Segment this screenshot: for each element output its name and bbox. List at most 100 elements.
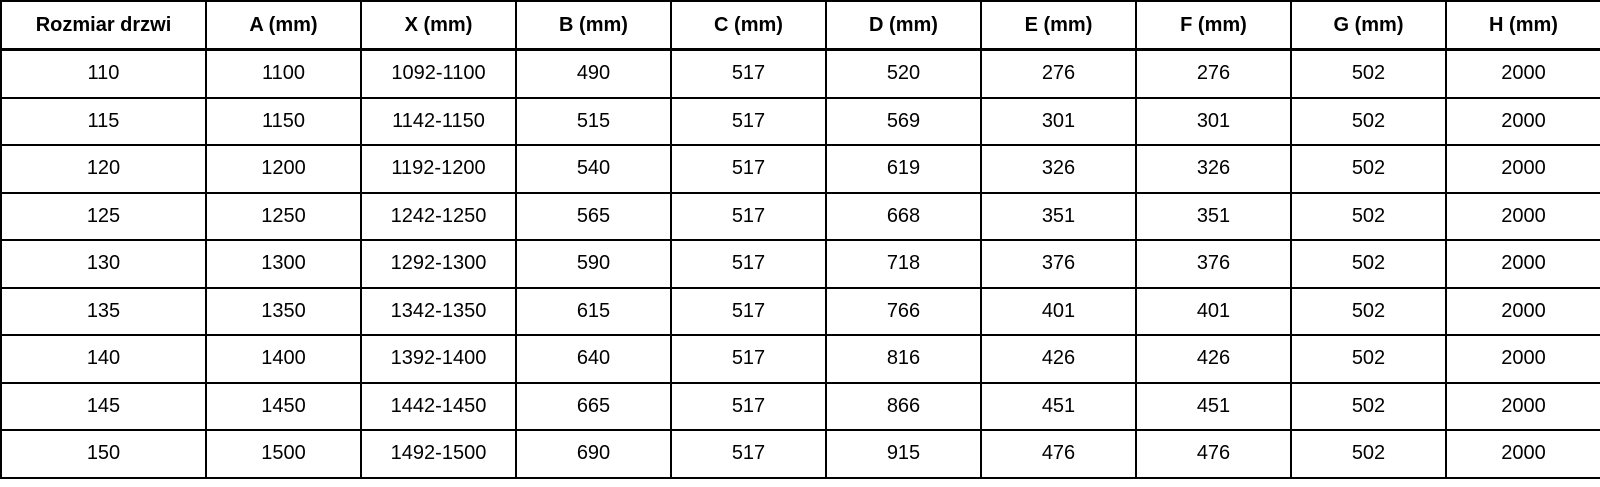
table-cell: 426 [980, 334, 1137, 384]
table-cell: 1150 [205, 96, 362, 146]
table-cell: 150 [0, 429, 207, 479]
header-cell-x: X (mm) [360, 0, 517, 51]
header-cell-h: H (mm) [1445, 0, 1600, 51]
table-cell: 502 [1290, 286, 1447, 336]
table-cell: 502 [1290, 144, 1447, 194]
table-cell: 502 [1290, 381, 1447, 431]
table-cell: 1442-1450 [360, 381, 517, 431]
table-cell: 376 [980, 239, 1137, 289]
table-cell: 517 [670, 48, 827, 99]
table-cell: 2000 [1445, 239, 1600, 289]
table-row-135: 135 1350 1342-1350 615 517 766 401 401 502 2000 [0, 286, 1600, 336]
table-cell: 540 [515, 144, 672, 194]
table-cell: 2000 [1445, 381, 1600, 431]
table-header-row: Rozmiar drzwi A (mm) X (mm) B (mm) C (mm) D (… [0, 0, 1600, 51]
table-cell: 401 [980, 286, 1137, 336]
table-cell: 668 [825, 191, 982, 241]
table-header: Rozmiar drzwi A (mm) X (mm) B (mm) C (mm) D (… [0, 0, 1600, 51]
header-cell-rozmiar-drzwi: Rozmiar drzwi [0, 0, 207, 51]
table-cell: 1250 [205, 191, 362, 241]
table-cell: 2000 [1445, 96, 1600, 146]
table-cell: 2000 [1445, 334, 1600, 384]
table-cell: 502 [1290, 429, 1447, 479]
table-cell: 766 [825, 286, 982, 336]
table-cell: 135 [0, 286, 207, 336]
table-cell: 276 [1135, 48, 1292, 99]
table-cell: 276 [980, 48, 1137, 99]
table-cell: 376 [1135, 239, 1292, 289]
table-cell: 665 [515, 381, 672, 431]
table-cell: 115 [0, 96, 207, 146]
table-cell: 502 [1290, 239, 1447, 289]
header-cell-c: C (mm) [670, 0, 827, 51]
table-cell: 1350 [205, 286, 362, 336]
table-cell: 490 [515, 48, 672, 99]
table-cell: 301 [980, 96, 1137, 146]
table-row-115: 115 1150 1142-1150 515 517 569 301 301 502 2000 [0, 96, 1600, 146]
table-cell: 326 [1135, 144, 1292, 194]
table-cell: 2000 [1445, 429, 1600, 479]
table-cell: 1242-1250 [360, 191, 517, 241]
table-cell: 301 [1135, 96, 1292, 146]
table-row-150: 150 1500 1492-1500 690 517 915 476 476 502 2000 [0, 429, 1600, 479]
table-cell: 2000 [1445, 48, 1600, 99]
table-cell: 1300 [205, 239, 362, 289]
table-cell: 866 [825, 381, 982, 431]
table-cell: 1142-1150 [360, 96, 517, 146]
table-row-110: 110 1100 1092-1100 490 517 520 276 276 502 2000 [0, 48, 1600, 99]
table-cell: 1392-1400 [360, 334, 517, 384]
table-cell: 351 [980, 191, 1137, 241]
table-cell: 569 [825, 96, 982, 146]
table-cell: 476 [980, 429, 1137, 479]
table-row-120: 120 1200 1192-1200 540 517 619 326 326 502 2000 [0, 144, 1600, 194]
table-cell: 816 [825, 334, 982, 384]
table-cell: 451 [1135, 381, 1292, 431]
table-cell: 451 [980, 381, 1137, 431]
table-cell: 565 [515, 191, 672, 241]
table-cell: 515 [515, 96, 672, 146]
table-cell: 1342-1350 [360, 286, 517, 336]
header-cell-g: G (mm) [1290, 0, 1447, 51]
table-body: 110 1100 1092-1100 490 517 520 276 276 502 2000 11… [0, 48, 1600, 479]
table-row-145: 145 1450 1442-1450 665 517 866 451 451 502 2000 [0, 381, 1600, 431]
table-cell: 2000 [1445, 144, 1600, 194]
table-row-130: 130 1300 1292-1300 590 517 718 376 376 502 2000 [0, 239, 1600, 289]
table-cell: 502 [1290, 96, 1447, 146]
table-cell: 517 [670, 381, 827, 431]
table-cell: 2000 [1445, 286, 1600, 336]
table-cell: 326 [980, 144, 1137, 194]
table-cell: 520 [825, 48, 982, 99]
table-cell: 718 [825, 239, 982, 289]
header-cell-d: D (mm) [825, 0, 982, 51]
table-cell: 130 [0, 239, 207, 289]
table-cell: 615 [515, 286, 672, 336]
table-cell: 640 [515, 334, 672, 384]
table-cell: 1100 [205, 48, 362, 99]
table-row-140: 140 1400 1392-1400 640 517 816 426 426 502 2000 [0, 334, 1600, 384]
table-cell: 590 [515, 239, 672, 289]
table-cell: 140 [0, 334, 207, 384]
table-cell: 517 [670, 286, 827, 336]
table-cell: 690 [515, 429, 672, 479]
table-cell: 517 [670, 96, 827, 146]
table-cell: 1200 [205, 144, 362, 194]
table-cell: 502 [1290, 334, 1447, 384]
table-cell: 1492-1500 [360, 429, 517, 479]
table-cell: 110 [0, 48, 207, 99]
header-cell-e: E (mm) [980, 0, 1137, 51]
table-cell: 502 [1290, 48, 1447, 99]
table-cell: 619 [825, 144, 982, 194]
table-cell: 502 [1290, 191, 1447, 241]
table-cell: 1092-1100 [360, 48, 517, 99]
header-cell-b: B (mm) [515, 0, 672, 51]
table-cell: 517 [670, 429, 827, 479]
table-cell: 1500 [205, 429, 362, 479]
table-cell: 1400 [205, 334, 362, 384]
header-cell-a: A (mm) [205, 0, 362, 51]
table-cell: 517 [670, 239, 827, 289]
table-cell: 125 [0, 191, 207, 241]
table-cell: 351 [1135, 191, 1292, 241]
table-row-125: 125 1250 1242-1250 565 517 668 351 351 502 2000 [0, 191, 1600, 241]
table-cell: 426 [1135, 334, 1292, 384]
